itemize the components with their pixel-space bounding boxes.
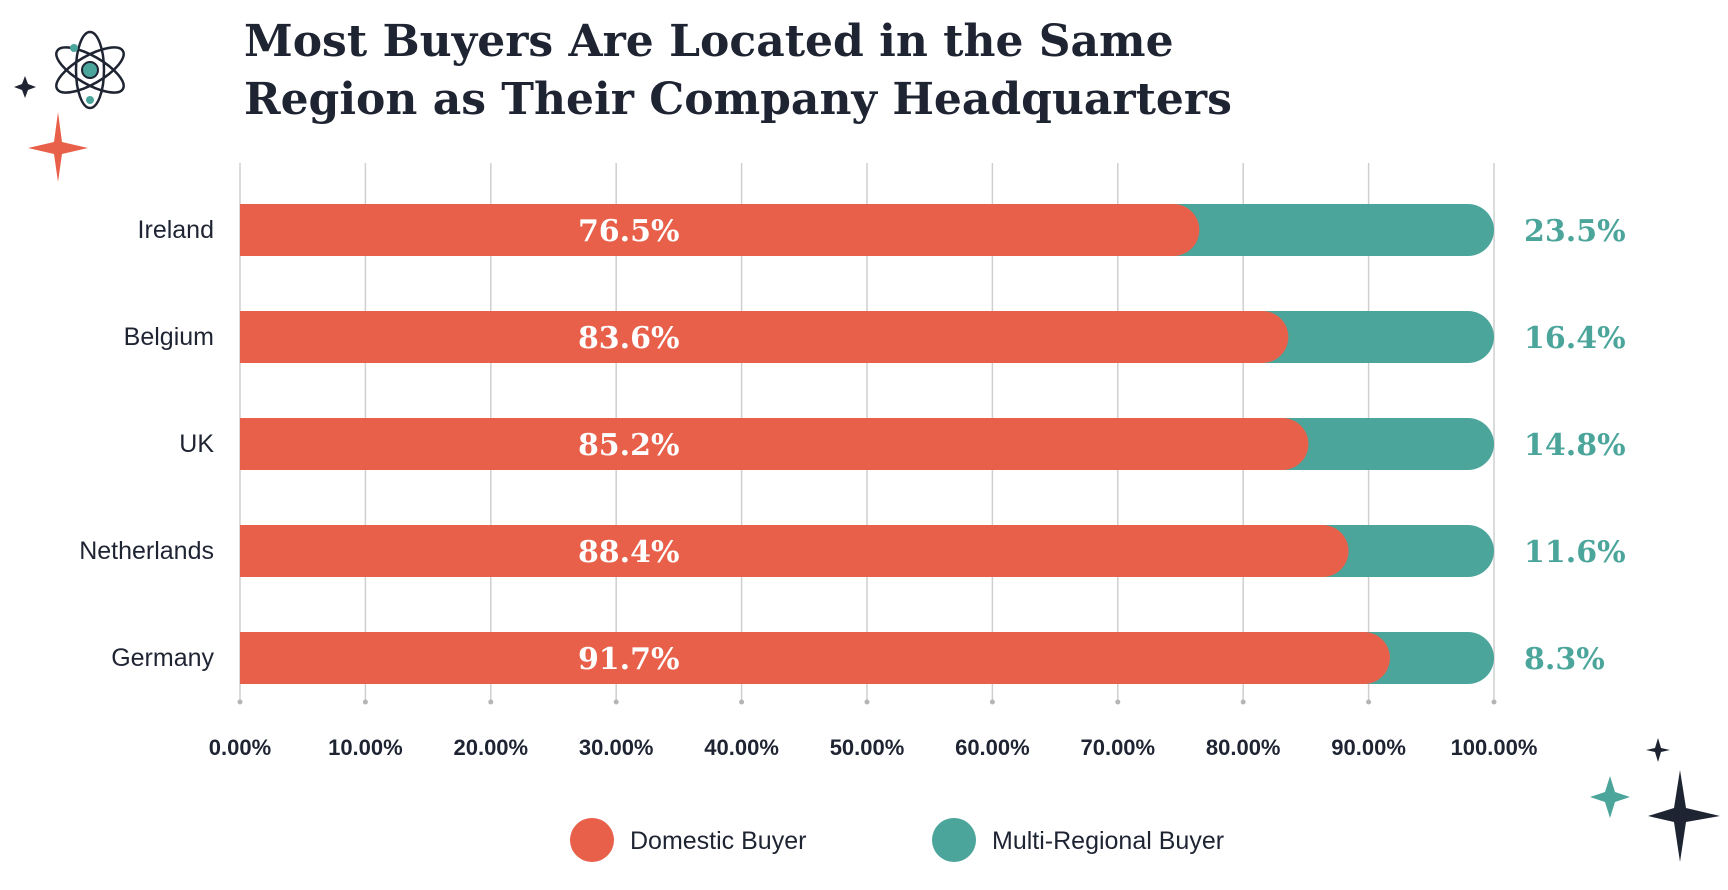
x-tick-label: 70.00% — [1080, 735, 1155, 760]
category-label: Ireland — [138, 216, 214, 244]
legend: Domestic Buyer Multi-Regional Buyer — [570, 818, 1224, 862]
chart-title-line-1: Most Buyers Are Located in the Same — [244, 16, 1174, 67]
category-label: Belgium — [124, 323, 214, 351]
x-tick-label: 50.00% — [830, 735, 905, 760]
legend-label: Domestic Buyer — [630, 827, 806, 855]
x-tick-label: 40.00% — [704, 735, 779, 760]
x-tick-label: 80.00% — [1206, 735, 1281, 760]
tick-mark — [362, 699, 368, 705]
bar-domestic — [240, 525, 1349, 577]
multi-regional-value-label: 16.4% — [1524, 321, 1626, 356]
tick-mark — [989, 699, 995, 705]
bars — [240, 204, 1494, 684]
tick-mark — [739, 699, 745, 705]
sparkle-icon — [28, 112, 88, 182]
sparkle-icon — [1648, 770, 1720, 862]
sparkle-icon — [1590, 776, 1630, 818]
category-label: Netherlands — [79, 537, 214, 565]
tick-mark — [864, 699, 870, 705]
legend-swatch — [570, 818, 614, 862]
multi-regional-value-label: 11.6% — [1524, 535, 1626, 570]
x-tick-label: 0.00% — [209, 735, 271, 760]
category-label: Germany — [111, 644, 214, 672]
labels: 0.00% 10.00% 20.00% 30.00% 40.00% 50.00% 60.00… — [79, 214, 1625, 760]
multi-regional-value-label: 8.3% — [1524, 642, 1605, 677]
x-tick-label: 10.00% — [328, 735, 403, 760]
x-tick-label: 20.00% — [453, 735, 528, 760]
tick-mark — [488, 699, 494, 705]
domestic-value-label: 85.2% — [578, 428, 680, 463]
domestic-value-label: 76.5% — [578, 214, 680, 249]
decorations — [14, 30, 1720, 862]
bar-domestic — [240, 632, 1390, 684]
chart-title-line-2: Region as Their Company Headquarters — [244, 74, 1232, 125]
x-tick-label: 100.00% — [1451, 735, 1538, 760]
x-tick-label: 60.00% — [955, 735, 1030, 760]
sparkle-icon — [1646, 738, 1670, 762]
legend-label: Multi-Regional Buyer — [992, 827, 1224, 855]
category-label: UK — [179, 430, 214, 458]
sparkle-icon — [14, 76, 36, 98]
domestic-value-label: 83.6% — [578, 321, 680, 356]
bar-domestic — [240, 311, 1289, 363]
tick-mark — [613, 699, 619, 705]
multi-regional-value-label: 14.8% — [1524, 428, 1626, 463]
tick-mark — [1491, 699, 1497, 705]
x-tick-label: 30.00% — [579, 735, 654, 760]
domestic-value-label: 88.4% — [578, 535, 680, 570]
x-tick-label: 90.00% — [1331, 735, 1406, 760]
tick-mark — [237, 699, 243, 705]
atom-icon — [55, 30, 125, 110]
bar-domestic — [240, 204, 1200, 256]
domestic-value-label: 91.7% — [578, 642, 680, 677]
tick-mark — [1115, 699, 1121, 705]
tick-mark — [1240, 699, 1246, 705]
multi-regional-value-label: 23.5% — [1524, 214, 1626, 249]
bar-domestic — [240, 418, 1309, 470]
tick-mark — [1366, 699, 1372, 705]
legend-swatch — [932, 818, 976, 862]
